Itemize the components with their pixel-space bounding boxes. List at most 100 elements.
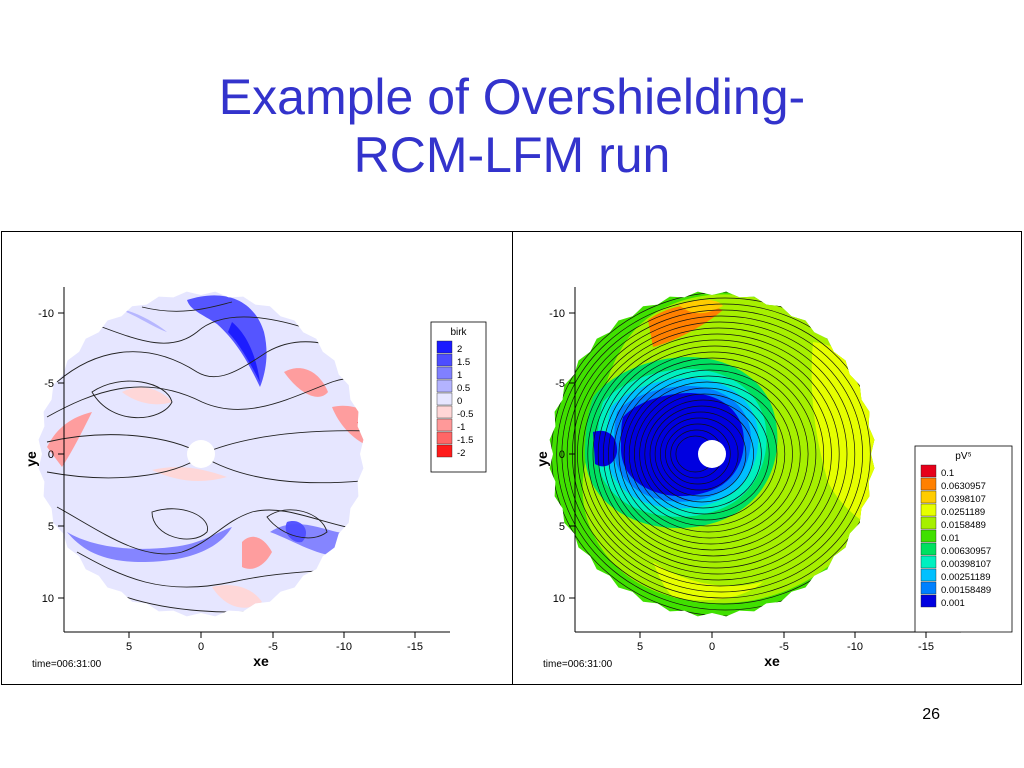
axes: 5 0 -5 -10 -15 -10 -5 0 5 10 xe ye time=006:31:00 (23, 287, 450, 670)
x-tick-label: 5 (126, 641, 132, 653)
legend-label: 1 (457, 370, 462, 381)
pvg-contour-line (566, 309, 875, 599)
birk-contour-region (212, 585, 262, 608)
slide-number: 26 (922, 706, 940, 723)
legend-swatch (920, 477, 937, 491)
y-axis-label: ye (23, 451, 39, 467)
birk-contour-line (141, 301, 233, 312)
pvg-contour-line (644, 399, 762, 509)
inner-boundary (698, 440, 726, 468)
legend-swatch (920, 594, 937, 608)
x-tick-label: -5 (268, 641, 278, 653)
birk-contour-region (122, 387, 172, 405)
y-tick-label: 10 (553, 593, 565, 605)
legend-label: 0.1 (941, 468, 954, 479)
pvg-contour-region (678, 299, 723, 314)
legend-title: pV⁵ (955, 451, 971, 462)
pvg-contour-line (628, 381, 786, 527)
x-tick-label: 0 (709, 641, 715, 653)
legend-label: 0.00251189 (941, 572, 991, 583)
pvg-contour-line (602, 351, 825, 557)
legend-swatch (436, 340, 453, 354)
pvg-contour-line (654, 411, 747, 497)
pvg-contour-line (613, 363, 809, 545)
legend-swatch (436, 353, 453, 367)
legend-swatch (920, 464, 937, 478)
slide-title-line-2: RCM-LFM run (353, 127, 671, 183)
legend-swatch (436, 379, 453, 393)
birk-field (38, 291, 364, 617)
birk-contour-region (228, 322, 260, 382)
legend-swatch (920, 529, 937, 543)
pvg-contour-line (659, 417, 739, 491)
x-tick-label: 5 (637, 641, 643, 653)
inner-boundary (187, 440, 215, 468)
legend-label: 0.0630957 (941, 481, 986, 492)
pvg-contour-line (639, 393, 770, 515)
birk-contour-region (67, 527, 232, 562)
legend-swatch (920, 581, 937, 595)
slide-title: Example of Overshielding- RCM-LFM run (0, 68, 1024, 184)
legend-swatch (436, 366, 453, 380)
x-tick-label: -5 (779, 641, 789, 653)
legend-label: 0.0251189 (941, 507, 985, 518)
x-tick-label: -10 (847, 641, 863, 653)
legend-label: 1.5 (457, 357, 470, 368)
y-tick-label: -5 (555, 378, 565, 390)
x-axis-label: xe (764, 653, 780, 669)
legend-label: 0.01 (941, 533, 960, 544)
birk-contour-line (101, 316, 303, 344)
pvg-contour-line (577, 321, 863, 587)
legend-label: -0.5 (457, 409, 473, 420)
timestamp-annotation: time=006:31:00 (543, 659, 613, 670)
legend-label: -1 (457, 422, 465, 433)
pvg-contour-line (634, 387, 778, 521)
legend-swatch (436, 418, 453, 432)
y-tick-label: 5 (48, 521, 54, 533)
legend-label: 0.0158489 (941, 520, 986, 531)
pvg-contour-line (592, 339, 840, 569)
y-tick-label: -10 (38, 308, 54, 320)
legend-swatch (920, 516, 937, 530)
legend-label: -2 (457, 448, 465, 459)
birk-contour-line (151, 508, 208, 540)
y-tick-label: 5 (559, 521, 565, 533)
legend: birk 2 1.5 1 0.5 0 -0.5 -1 -1.5 -2 (430, 321, 487, 473)
x-axis-label: xe (253, 653, 269, 669)
birk-contour-region (47, 412, 92, 467)
y-tick-label: -5 (44, 378, 54, 390)
pvg-contour-line (618, 369, 801, 539)
birk-contour-region (187, 295, 267, 387)
birk-contour-region (270, 512, 364, 557)
pvg-contour-line (587, 333, 848, 575)
birk-plot: 5 0 -5 -10 -15-10-50510xeyetime=006:31:00bir… (23, 287, 487, 670)
birk-contour-line (56, 506, 364, 555)
pvg-contour-line (582, 327, 856, 581)
y-tick-label: 0 (559, 449, 565, 461)
plot-divider (512, 231, 513, 685)
legend-swatch (920, 542, 937, 556)
legend-swatch (920, 490, 937, 504)
birk-contour-region (284, 368, 328, 397)
x-tick-label: -15 (918, 641, 934, 653)
pvg-contour-line (665, 423, 731, 485)
legend-title: birk (450, 327, 467, 338)
legend-label: -1.5 (457, 435, 473, 446)
pvg-contour-line (608, 357, 817, 551)
legend-swatch (436, 392, 453, 406)
timestamp-annotation: time=006:31:00 (32, 659, 102, 670)
y-tick-label: 0 (48, 449, 54, 461)
legend-label: 0.00398107 (941, 559, 991, 570)
birk-contour-line (266, 509, 328, 539)
pv-gamma-plot: 5 0 -5 -10 -15 -10 -5 0 5 10 xe ye time=006:31:00 pV⁵… (534, 287, 1013, 670)
axes: 5 0 -5 -10 -15 -10 -5 0 5 10 xe ye time=006:31:00 (534, 287, 961, 670)
legend-swatch (920, 555, 937, 569)
legend-label: 0.00630957 (941, 546, 991, 557)
legend-swatch (920, 503, 937, 517)
plots-frame (1, 231, 1022, 685)
pvg-contour-region (811, 342, 875, 532)
legend-label: 0.00158489 (941, 585, 991, 596)
slide-title-line-1: Example of Overshielding- (218, 69, 806, 125)
x-tick-label: -10 (336, 641, 352, 653)
